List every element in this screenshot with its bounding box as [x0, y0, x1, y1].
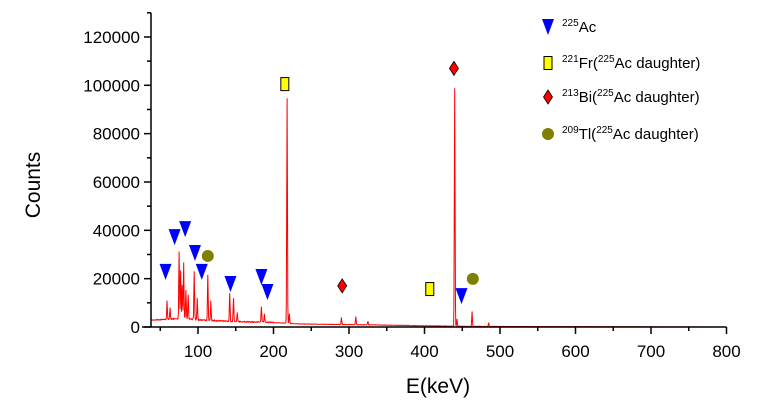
x-tick-label: 600 [561, 342, 589, 361]
x-tick-label: 100 [184, 342, 212, 361]
x-tick-label: 400 [410, 342, 438, 361]
circle-marker [542, 128, 554, 140]
x-tick-label: 500 [486, 342, 514, 361]
legend-label: 221Fr(225Ac daughter) [562, 54, 700, 72]
triangle-down-marker [159, 263, 172, 280]
y-tick-label: 100000 [83, 76, 140, 95]
legend-sup: 209 [562, 125, 579, 136]
spectrum-line [150, 88, 727, 328]
triangle-down-marker [261, 283, 274, 300]
square-marker [425, 282, 435, 297]
legend-sup: 221 [562, 54, 579, 65]
x-tick-label: 800 [712, 342, 740, 361]
triangle-down-marker [179, 221, 192, 238]
y-tick-label: 40000 [93, 221, 140, 240]
x-tick-label: 200 [259, 342, 287, 361]
y-tick-label: 0 [131, 318, 140, 337]
y-tick-label: 20000 [93, 270, 140, 289]
legend-sup: 225 [596, 125, 613, 136]
legend-entry: 209Tl(225Ac daughter) [542, 125, 699, 143]
triangle-down-marker [255, 268, 268, 285]
legend-entry: 213Bi(225Ac daughter) [543, 88, 700, 106]
x-tick-label: 700 [637, 342, 665, 361]
legend-label: 209Tl(225Ac daughter) [562, 125, 699, 143]
circle-marker [466, 272, 479, 285]
legend-entry: 225Ac [542, 18, 597, 36]
legend-sup: 213 [562, 88, 579, 99]
triangle-down-marker [168, 229, 181, 246]
legend-label: 213Bi(225Ac daughter) [562, 88, 700, 106]
legend-sup: 225 [597, 88, 614, 99]
square-marker [280, 77, 290, 92]
legend-label: 225Ac [562, 18, 597, 36]
legend-text: Ac daughter) [613, 126, 699, 143]
peak-markers [159, 60, 479, 305]
diamond-marker [337, 278, 348, 294]
spectrum-series [150, 88, 727, 328]
triangle-down-marker [195, 263, 208, 280]
triangle-down-marker [188, 245, 201, 262]
triangle-down-marker [224, 275, 237, 292]
y-tick-label: 120000 [83, 28, 140, 47]
y-tick-label: 60000 [93, 173, 140, 192]
x-axis-label: E(keV) [406, 375, 470, 398]
legend-text: Tl( [579, 126, 597, 143]
circle-marker [201, 249, 214, 262]
legend-sup: 225 [562, 18, 579, 29]
legend-text: Ac daughter) [615, 55, 701, 72]
y-tick-label: 80000 [93, 125, 140, 144]
y-axis-label: Counts [22, 152, 45, 219]
legend-entry: 221Fr(225Ac daughter) [543, 54, 700, 72]
legend-sup: 225 [598, 54, 615, 65]
legend-text: Bi( [579, 89, 597, 106]
legend-text: Ac [579, 19, 597, 36]
square-marker [543, 56, 553, 70]
triangle-down-marker [542, 19, 554, 35]
legend-text: Ac daughter) [614, 89, 700, 106]
diamond-marker [448, 60, 459, 77]
legend-text: Fr( [579, 55, 598, 72]
diamond-marker [543, 89, 553, 105]
x-tick-label: 300 [335, 342, 363, 361]
axes: 0 20000 40000 60000 80000 100000 120000 100 200 3… [83, 12, 741, 361]
triangle-down-marker [455, 288, 468, 305]
